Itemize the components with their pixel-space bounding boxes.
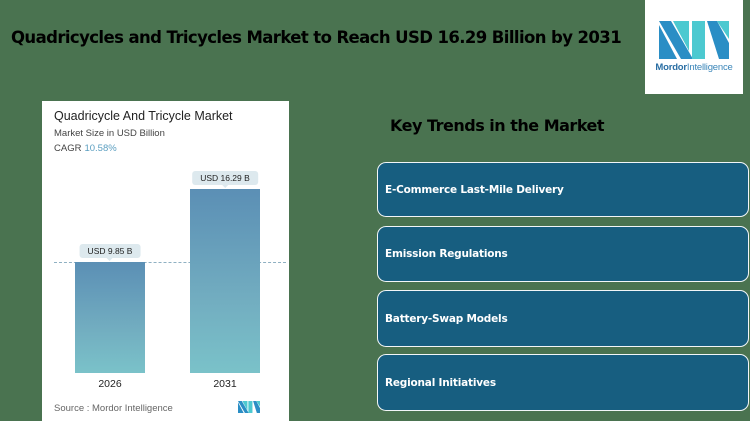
chart-title: Quadricycle And Tricycle Market (54, 109, 233, 123)
trend-item-ecommerce-last-mile: E-Commerce Last-Mile Delivery (377, 162, 749, 217)
logo-mark-icon (659, 21, 729, 59)
logo-brand-bold: Mordor (655, 62, 687, 73)
trend-label: Regional Initiatives (385, 376, 496, 389)
trend-item-battery-swap-models: Battery-Swap Models (377, 290, 749, 347)
trend-label: Emission Regulations (385, 248, 508, 260)
reference-dashed-line (54, 262, 286, 263)
trend-item-regional-initiatives: Regional Initiatives (377, 354, 749, 411)
cagr-value: 10.58% (84, 143, 117, 154)
key-trends-heading: Key Trends in the Market (390, 116, 605, 135)
logo-brand-light: Intelligence (686, 62, 733, 73)
bar-2031 (190, 189, 260, 373)
cagr-line: CAGR 10.58% (54, 143, 117, 154)
market-size-chart-card: Quadricycle And Tricycle Market Market S… (42, 101, 289, 421)
source-note: Source : Mordor Intelligence (54, 403, 173, 414)
bar-chart-plot: USD 9.85 B USD 16.29 B 2026 2031 (42, 101, 289, 421)
chart-subtitle: Market Size in USD Billion (54, 128, 165, 139)
logo-wordmark: MordorIntelligence (645, 62, 743, 73)
bar-2026 (75, 262, 145, 373)
trend-item-emission-regulations: Emission Regulations (377, 226, 749, 282)
bar-value-label-2031: USD 16.29 B (192, 171, 258, 188)
trend-label: E-Commerce Last-Mile Delivery (385, 183, 564, 196)
cagr-label: CAGR (54, 143, 82, 154)
trend-label: Battery-Swap Models (385, 312, 508, 325)
bar-value-label-2026: USD 9.85 B (79, 244, 141, 261)
x-tick-2031: 2031 (213, 378, 237, 390)
mordor-intelligence-logo: MordorIntelligence (645, 0, 743, 94)
mini-logo-icon (238, 401, 260, 413)
page-headline: Quadricycles and Tricycles Market to Rea… (11, 28, 622, 47)
x-tick-2026: 2026 (98, 378, 122, 390)
